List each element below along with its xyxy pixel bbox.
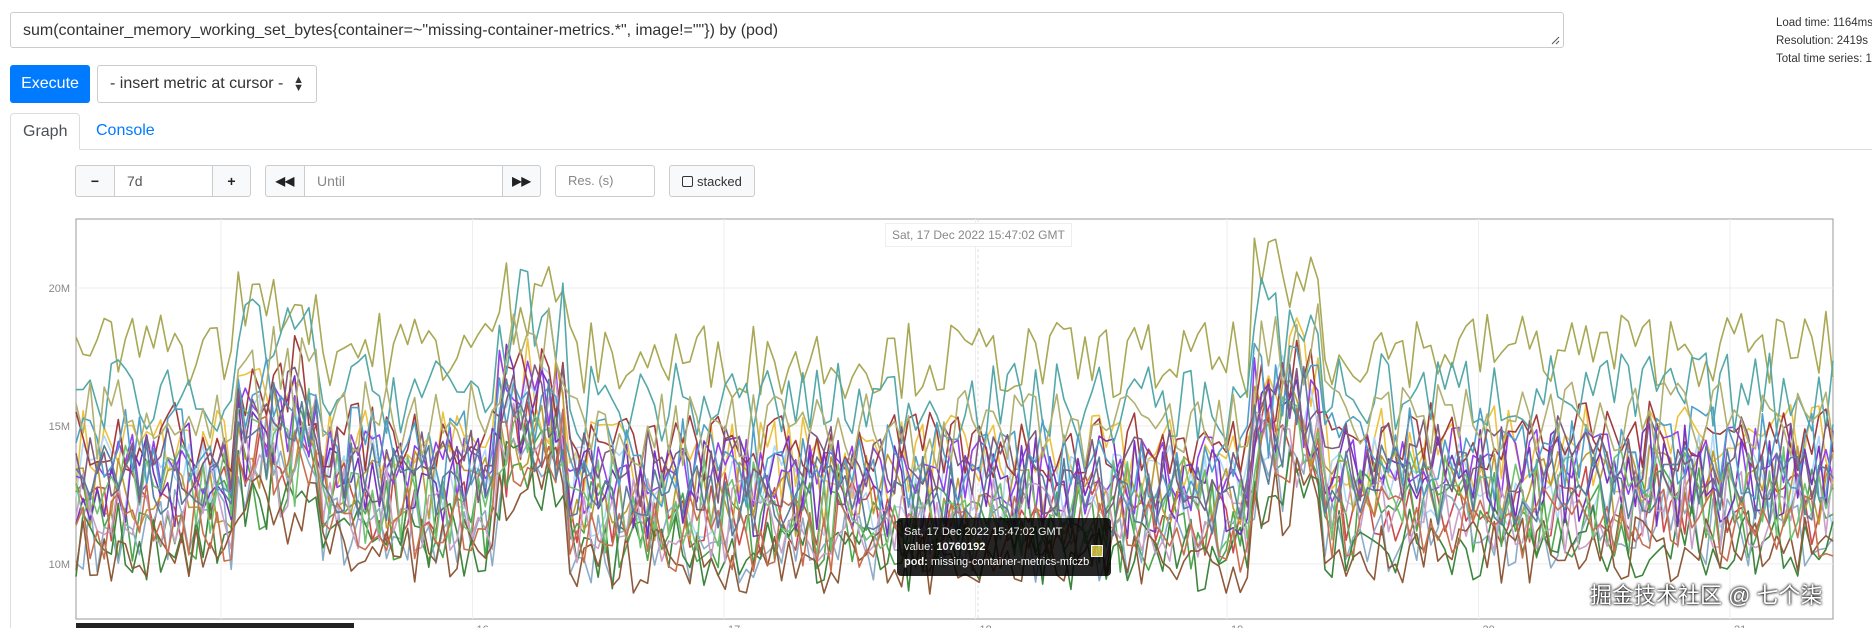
range-value: 7d [127,173,143,189]
rewind-icon: ◀◀ [275,174,295,188]
series-line [75,237,1834,400]
tooltip-value: 10760192 [936,541,986,553]
series-line [75,342,1834,510]
expression-input[interactable]: sum(container_memory_working_set_bytes{c… [10,12,1564,48]
plus-icon: + [227,173,236,189]
resolution: Resolution: 2419s [1776,35,1869,47]
stacked-toggle-button[interactable]: stacked [669,165,755,197]
tab-console[interactable]: Console [96,122,155,139]
hover-time-label: Sat, 17 Dec 2022 15:47:02 GMT [885,223,1072,247]
checkbox-icon [682,176,693,187]
series-line [75,334,1834,484]
y-tick-label: 10M [49,559,70,571]
until-placeholder: Until [317,173,346,189]
range-increase-button[interactable]: + [212,165,251,197]
tooltip-value-label: value: [904,541,934,553]
x-tick-label: 19 [1231,624,1243,628]
stacked-label: stacked [697,174,742,189]
x-tick-label: 21 [1734,624,1746,628]
resolution-placeholder: Res. (s) [568,173,614,188]
tab-bar: Graph Console [10,113,1872,150]
total-series: Total time series: 1 [1776,53,1872,65]
x-tick-label: 16 [477,624,489,628]
load-time: Load time: 1164ms [1776,17,1872,29]
tooltip-time: Sat, 17 Dec 2022 15:47:02 GMT [904,526,1063,538]
time-forward-button[interactable]: ▶▶ [502,165,541,197]
watermark: 掘金技术社区 @ 七个柒 [1590,583,1823,608]
execute-button[interactable]: Execute [10,65,90,103]
graph-tooltip: Sat, 17 Dec 2022 15:47:02 GMT value: 107… [897,518,1111,576]
tab-graph[interactable]: Graph [10,113,81,150]
x-tick-label: 18 [980,624,992,628]
tooltip-pod-label: pod: [904,556,928,568]
x-tick-label: 17 [728,624,740,628]
tooltip-pod: missing-container-metrics-mfczb [930,556,1090,568]
range-input[interactable]: 7d [114,165,213,197]
insert-metric-select[interactable]: - insert metric at cursor - ▲ ▼ [97,65,317,103]
fast-forward-icon: ▶▶ [512,174,531,188]
y-tick-label: 15M [49,421,70,433]
panel-border [10,149,11,628]
series-line [75,268,1834,446]
x-tick-label: 20 [1483,624,1495,628]
expression-text: sum(container_memory_working_set_bytes{c… [23,22,779,39]
series-line [75,363,1834,537]
insert-metric-label: - insert metric at cursor - [110,75,284,92]
select-caret-icon: ▲ ▼ [293,74,304,94]
range-decrease-button[interactable]: − [75,165,115,197]
series-line [75,303,1834,472]
series-line [75,361,1834,515]
resize-grip-icon[interactable] [1550,35,1560,45]
until-input[interactable]: Until [304,165,503,197]
minus-icon: − [90,173,100,189]
resolution-input[interactable]: Res. (s) [555,165,655,197]
query-stats: Load time: 1164ms Resolution: 2419s Tota… [1776,14,1872,68]
series-swatch [1091,545,1103,557]
y-tick-label: 20M [49,283,70,295]
legend-scrollbar[interactable] [76,623,354,628]
